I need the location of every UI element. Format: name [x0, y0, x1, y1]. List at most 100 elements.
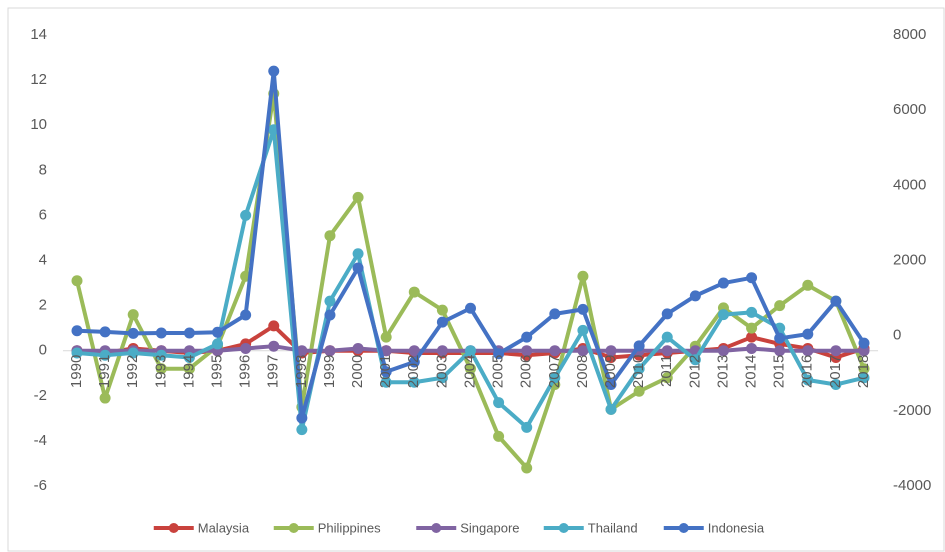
data-point	[268, 340, 280, 352]
x-tick-label: 1999	[321, 355, 338, 388]
data-point	[774, 332, 786, 344]
x-tick-label: 2015	[771, 355, 788, 388]
data-point	[296, 424, 308, 436]
x-tick-label: 1996	[237, 355, 254, 388]
data-point	[212, 338, 224, 350]
data-point	[183, 327, 195, 339]
y-tick-label: -6	[34, 477, 47, 494]
data-point	[577, 303, 589, 315]
chart-frame	[7, 7, 945, 552]
data-point	[830, 295, 842, 307]
data-point	[380, 366, 392, 378]
legend-marker	[678, 523, 689, 533]
data-point	[661, 331, 673, 343]
data-point	[858, 363, 870, 375]
y-tick-label: 2	[39, 297, 47, 314]
data-point	[380, 345, 392, 357]
x-tick-label: 2000	[349, 355, 366, 388]
data-point	[802, 374, 814, 386]
x-tick-label: 2010	[630, 355, 647, 388]
x-tick-label: 2011	[658, 355, 675, 387]
data-point	[324, 230, 336, 242]
x-tick-label: 2005	[490, 355, 507, 388]
x-tick-label: 1990	[68, 355, 85, 388]
data-point	[71, 325, 83, 337]
x-tick-label: 2013	[714, 355, 731, 388]
y-tick-label: 12	[30, 71, 47, 88]
x-tick-label: 1995	[209, 355, 226, 388]
data-point	[549, 308, 561, 320]
data-point	[661, 372, 673, 384]
x-tick-label: 2008	[574, 355, 591, 388]
data-point	[858, 337, 870, 349]
y2-tick-label: 2000	[893, 251, 926, 268]
y2-tick-label: 4000	[893, 176, 926, 193]
data-point	[352, 262, 364, 274]
data-point	[605, 345, 617, 357]
data-point	[99, 392, 111, 404]
data-point	[127, 347, 139, 359]
y-tick-label: 4	[39, 251, 47, 268]
data-point	[408, 345, 420, 357]
data-point	[240, 209, 252, 221]
x-tick-label: 2014	[743, 355, 760, 388]
x-tick-label: 2012	[686, 355, 703, 388]
x-tick-label: 2017	[827, 355, 844, 388]
data-point	[717, 345, 729, 357]
legend-label: Malaysia	[198, 520, 250, 535]
data-point	[493, 348, 505, 360]
y-tick-label: 14	[30, 26, 47, 43]
data-point	[380, 376, 392, 388]
legend-label: Philippines	[318, 520, 381, 535]
data-point	[717, 309, 729, 321]
data-point	[689, 354, 701, 366]
data-point	[127, 309, 139, 321]
data-point	[689, 290, 701, 302]
x-tick-label: 2003	[433, 355, 450, 388]
data-point	[746, 342, 758, 354]
legend-label: Singapore	[460, 520, 519, 535]
data-point	[436, 304, 448, 316]
data-point	[605, 403, 617, 415]
data-point	[493, 430, 505, 442]
x-tick-label: 2002	[405, 355, 422, 388]
data-point	[633, 340, 645, 352]
data-point	[577, 270, 589, 282]
legend-marker	[168, 523, 179, 533]
data-point	[436, 316, 448, 328]
legend-label: Indonesia	[708, 520, 765, 535]
data-point	[746, 331, 758, 343]
data-point	[380, 331, 392, 343]
legend-marker	[558, 523, 569, 533]
data-point	[296, 412, 308, 424]
y2-tick-label: -4000	[893, 477, 931, 494]
data-point	[155, 327, 167, 339]
data-point	[858, 372, 870, 384]
data-point	[240, 342, 252, 354]
data-point	[830, 379, 842, 391]
x-tick-label: 1992	[124, 355, 141, 388]
y2-tick-label: 6000	[893, 101, 926, 118]
data-point	[268, 320, 280, 332]
data-point	[408, 376, 420, 388]
data-point	[577, 345, 589, 357]
y-tick-label: -4	[34, 432, 47, 449]
data-point	[71, 275, 83, 287]
x-tick-label: 2001	[377, 355, 394, 388]
data-point	[212, 326, 224, 338]
legend-marker	[288, 523, 299, 533]
data-point	[352, 248, 364, 260]
data-point	[521, 421, 533, 433]
data-point	[408, 356, 420, 368]
y2-tick-label: -2000	[893, 402, 931, 419]
data-point	[465, 345, 476, 357]
data-point	[802, 279, 814, 291]
data-point	[324, 309, 336, 321]
data-point	[268, 65, 280, 77]
data-point	[99, 349, 111, 361]
data-point	[408, 286, 420, 298]
x-tick-label: 1998	[293, 355, 310, 388]
data-point	[858, 345, 870, 357]
data-point	[633, 385, 645, 397]
